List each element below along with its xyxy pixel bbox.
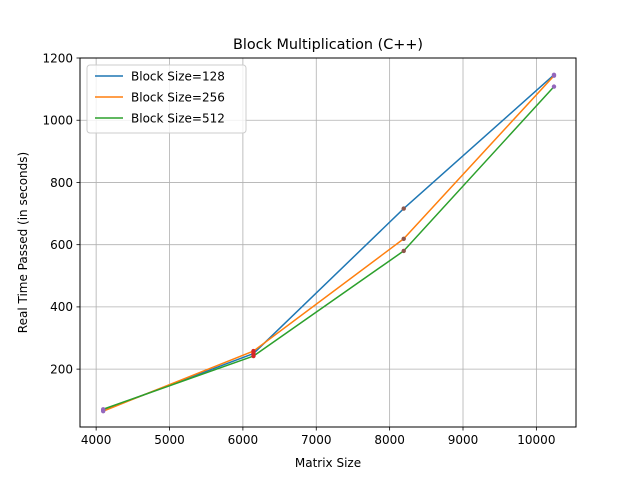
x-tick-label: 7000 <box>301 433 332 447</box>
x-tick-label: 8000 <box>374 433 405 447</box>
legend-label: Block Size=512 <box>131 112 225 126</box>
data-point <box>551 73 557 78</box>
legend-box <box>86 64 247 134</box>
data-point <box>401 206 406 211</box>
data-point <box>551 84 557 89</box>
series-line-3 <box>102 86 555 410</box>
x-tick-label: 5000 <box>154 433 185 447</box>
y-tick-label: 800 <box>50 176 73 190</box>
x-tick-label: 4000 <box>81 433 112 447</box>
chart-title: Block Multiplication (C++) <box>233 37 423 53</box>
x-axis-label: Matrix Size <box>295 456 361 470</box>
data-point <box>251 353 256 359</box>
data-point <box>401 248 406 254</box>
data-point <box>100 407 106 412</box>
y-tick-label: 200 <box>50 362 73 376</box>
x-tick-label: 9000 <box>448 433 479 447</box>
data-point <box>401 236 406 241</box>
y-tick-label: 1000 <box>42 114 73 128</box>
y-tick-label: 1200 <box>42 51 73 65</box>
data-point <box>251 348 256 354</box>
x-tick-label: 6000 <box>228 433 259 447</box>
legend-entries: Block Size=128 Block Size=256 Block Size=5… <box>95 70 225 126</box>
series-layer <box>102 74 555 412</box>
legend-label: Block Size=256 <box>131 91 225 105</box>
x-tick-label: 10000 <box>517 433 555 447</box>
y-axis-label: Real Time Passed (in seconds) <box>16 152 30 333</box>
plot-frame <box>79 57 577 428</box>
marker-layer <box>100 72 557 414</box>
legend: Block Size=128 Block Size=256 Block Size=5… <box>86 64 247 134</box>
tick-layer: 4000 5000 6000 7000 8000 9000 10000 200 400 600 80… <box>42 51 555 447</box>
series-line-2 <box>102 75 555 412</box>
y-tick-label: 400 <box>50 300 73 314</box>
y-tick-label: 600 <box>50 238 73 252</box>
legend-label: Block Size=128 <box>131 70 225 84</box>
